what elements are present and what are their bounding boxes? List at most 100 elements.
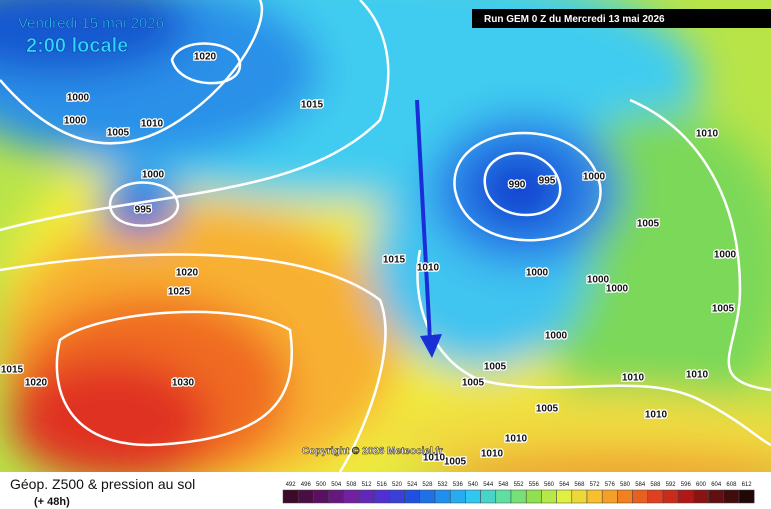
isobar-label: 1025	[168, 287, 191, 298]
scale-swatch	[738, 489, 755, 504]
isobar-label: 990	[509, 180, 526, 191]
scale-label: 560	[544, 482, 555, 488]
isobar-label: 1020	[25, 378, 48, 389]
isobar-label: 1005	[712, 304, 735, 315]
scale-swatch	[313, 489, 329, 504]
scale-label: 584	[635, 482, 646, 488]
scale-swatch	[434, 489, 451, 504]
scale-swatch	[586, 489, 603, 504]
isobar-label: 1005	[484, 362, 507, 373]
scale-swatch	[541, 489, 557, 504]
scale-swatch	[647, 489, 664, 504]
scale-label: 500	[316, 482, 327, 488]
isobar-label: 1015	[1, 365, 24, 376]
scale-swatch	[708, 489, 725, 504]
scale-label: 612	[742, 482, 753, 488]
scale-label: 600	[696, 482, 707, 488]
isobar-label: 995	[135, 205, 152, 216]
isobar-label: 1010	[686, 370, 709, 381]
scale-swatch	[449, 489, 466, 504]
scale-label: 496	[301, 482, 312, 488]
isobar-label: 1005	[462, 378, 485, 389]
scale-label: 492	[286, 482, 297, 488]
scale-swatch	[495, 489, 512, 504]
isobar-label: 1010	[141, 119, 164, 130]
scale-label: 544	[483, 482, 494, 488]
scale-label: 548	[498, 482, 509, 488]
scale-swatch	[662, 489, 679, 504]
isobar-label: 1010	[423, 453, 446, 464]
isobar-label: 1015	[301, 100, 324, 111]
isobar-labels: 1020 1000 1010 1000 1005 1015 1000 995 990 995 100…	[0, 50, 738, 469]
map-date: Vendredi 15 mai 2026	[18, 15, 164, 32]
scale-label: 520	[392, 482, 403, 488]
scale-swatch	[465, 489, 481, 504]
scale-swatch	[693, 489, 709, 504]
scale-label: 604	[711, 482, 722, 488]
scale-label: 576	[605, 482, 616, 488]
scale-label: 556	[529, 482, 540, 488]
scale-swatch	[419, 489, 436, 504]
isobar-label: 995	[539, 176, 556, 187]
isobar-label: 1000	[714, 250, 737, 261]
isobar-label: 1010	[417, 263, 440, 274]
scale-label: 516	[377, 482, 388, 488]
footer-title: Géop. Z500 & pression au sol	[10, 476, 195, 492]
scale-swatch	[617, 489, 633, 504]
scale-label: 552	[514, 482, 525, 488]
footer-lead: (+ 48h)	[34, 496, 70, 508]
scale-label: 564	[559, 482, 570, 488]
isobar-label: 1000	[545, 331, 568, 342]
scale-label: 508	[346, 482, 357, 488]
isobar-label: 1000	[64, 116, 87, 127]
scale-swatch	[389, 489, 405, 504]
scale-swatch	[571, 489, 588, 504]
scale-label: 540	[468, 482, 479, 488]
scale-swatch	[723, 489, 740, 504]
scale-swatch	[632, 489, 649, 504]
scale-swatch	[480, 489, 497, 504]
isobar-label: 1005	[637, 219, 660, 230]
isobar-label: 1000	[583, 172, 606, 183]
scale-swatch	[677, 489, 694, 504]
scale-swatch	[510, 489, 527, 504]
isobar-label: 1030	[172, 378, 195, 389]
isobar-label: 1005	[444, 457, 467, 468]
scale-swatch	[328, 489, 345, 504]
isobar-label: 1000	[67, 93, 90, 104]
scale-swatch	[556, 489, 573, 504]
copyright: Copyright © 2026 Meteociel.fr	[302, 446, 443, 457]
scale-label: 592	[666, 482, 677, 488]
scale-label: 580	[620, 482, 631, 488]
scale-swatch	[601, 489, 618, 504]
scale-label: 568	[574, 482, 585, 488]
scale-swatch	[282, 489, 299, 504]
scale-label: 572	[590, 482, 601, 488]
isobar-label: 1000	[142, 170, 165, 181]
isobar-label: 1020	[194, 52, 217, 63]
isobar-label: 1005	[107, 128, 130, 139]
scale-swatch	[404, 489, 421, 504]
isobar-label: 1010	[505, 434, 528, 445]
isobar-label: 1015	[383, 255, 406, 266]
isobar-label: 1000	[526, 268, 549, 279]
scale-label: 528	[422, 482, 433, 488]
scale-label: 504	[331, 482, 342, 488]
isobar-label: 1020	[176, 268, 199, 279]
scale-label: 524	[407, 482, 418, 488]
scale-swatch	[297, 489, 314, 504]
isobar-label: 1005	[536, 404, 559, 415]
isobar-label: 1010	[622, 373, 645, 384]
isobar-label: 1010	[645, 410, 668, 421]
scale-swatch	[343, 489, 360, 504]
scale-label: 512	[362, 482, 373, 488]
scale-label: 596	[681, 482, 692, 488]
run-box	[472, 9, 771, 28]
scale-label: 608	[726, 482, 737, 488]
scale-swatch	[373, 489, 390, 504]
scale-label: 536	[453, 482, 464, 488]
isobar-label: 1000	[606, 284, 629, 295]
run-label: Run GEM 0 Z du Mercredi 13 mai 2026	[484, 14, 665, 25]
